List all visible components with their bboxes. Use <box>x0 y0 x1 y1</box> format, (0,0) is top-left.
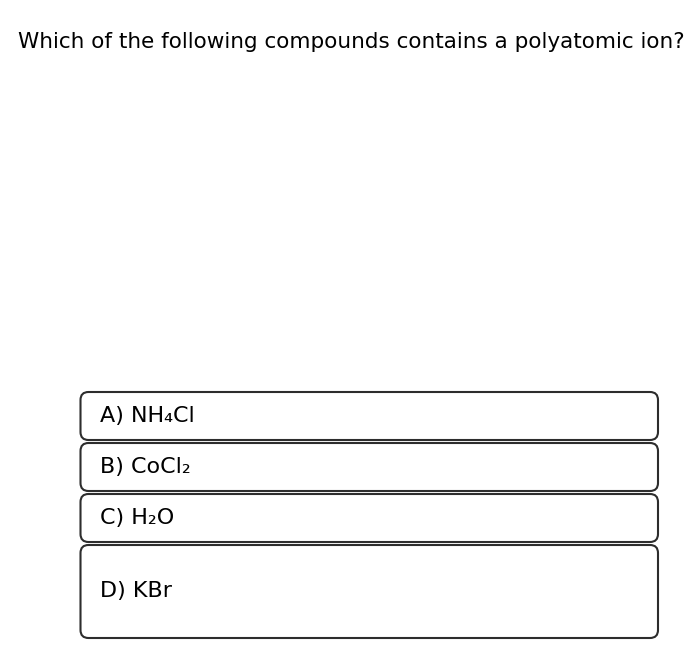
Text: A) NH₄Cl: A) NH₄Cl <box>101 406 195 426</box>
Text: Which of the following compounds contains a polyatomic ion?: Which of the following compounds contain… <box>18 32 685 52</box>
Text: C) H₂O: C) H₂O <box>101 508 175 528</box>
Text: D) KBr: D) KBr <box>101 582 172 601</box>
Text: B) CoCl₂: B) CoCl₂ <box>101 457 191 477</box>
FancyBboxPatch shape <box>80 392 658 440</box>
FancyBboxPatch shape <box>80 545 658 638</box>
FancyBboxPatch shape <box>80 443 658 491</box>
FancyBboxPatch shape <box>80 494 658 542</box>
